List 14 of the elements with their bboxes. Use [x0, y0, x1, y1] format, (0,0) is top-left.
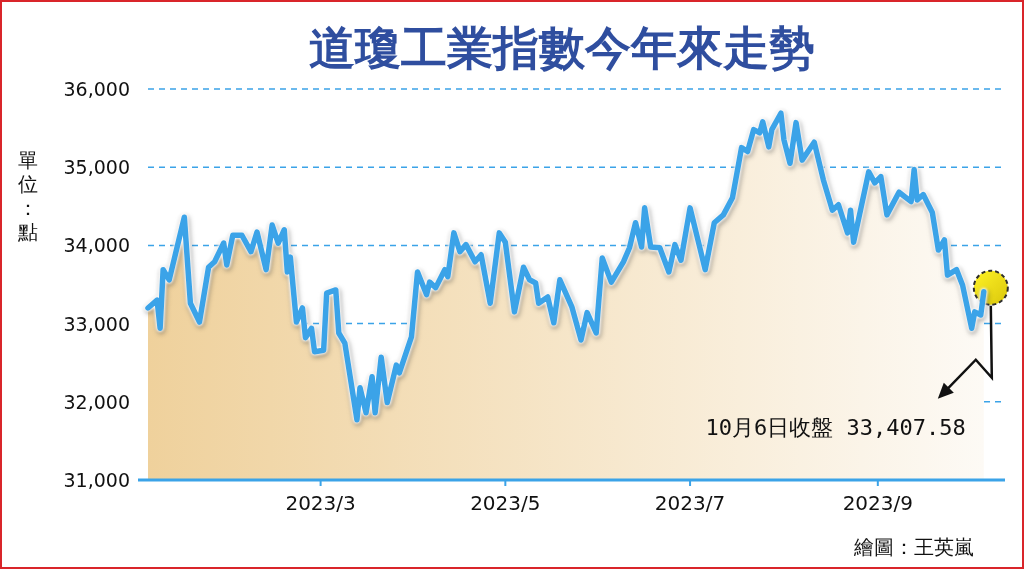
y-tick-label: 32,000 — [63, 390, 130, 413]
x-tick-label: 2023/3 — [285, 491, 356, 515]
y-tick-label: 33,000 — [63, 312, 130, 335]
chart-title: 道瓊工業指數今年來走勢 — [309, 21, 815, 75]
annotation: 10月6日收盤 33,407.58 — [705, 414, 966, 440]
x-tick-label: 2023/9 — [842, 491, 913, 515]
y-axis-title: 單位：點 — [17, 148, 38, 244]
y-tick-label: 31,000 — [63, 469, 130, 491]
x-tick-label: 2023/7 — [654, 491, 726, 515]
y-tick-label: 34,000 — [63, 234, 130, 257]
text: 繪圖：王英嵐 — [853, 535, 974, 559]
y-tick-label: 35,000 — [63, 156, 130, 179]
x-tick-label: 2023/5 — [470, 491, 541, 515]
y-tick-label: 36,000 — [63, 78, 130, 100]
